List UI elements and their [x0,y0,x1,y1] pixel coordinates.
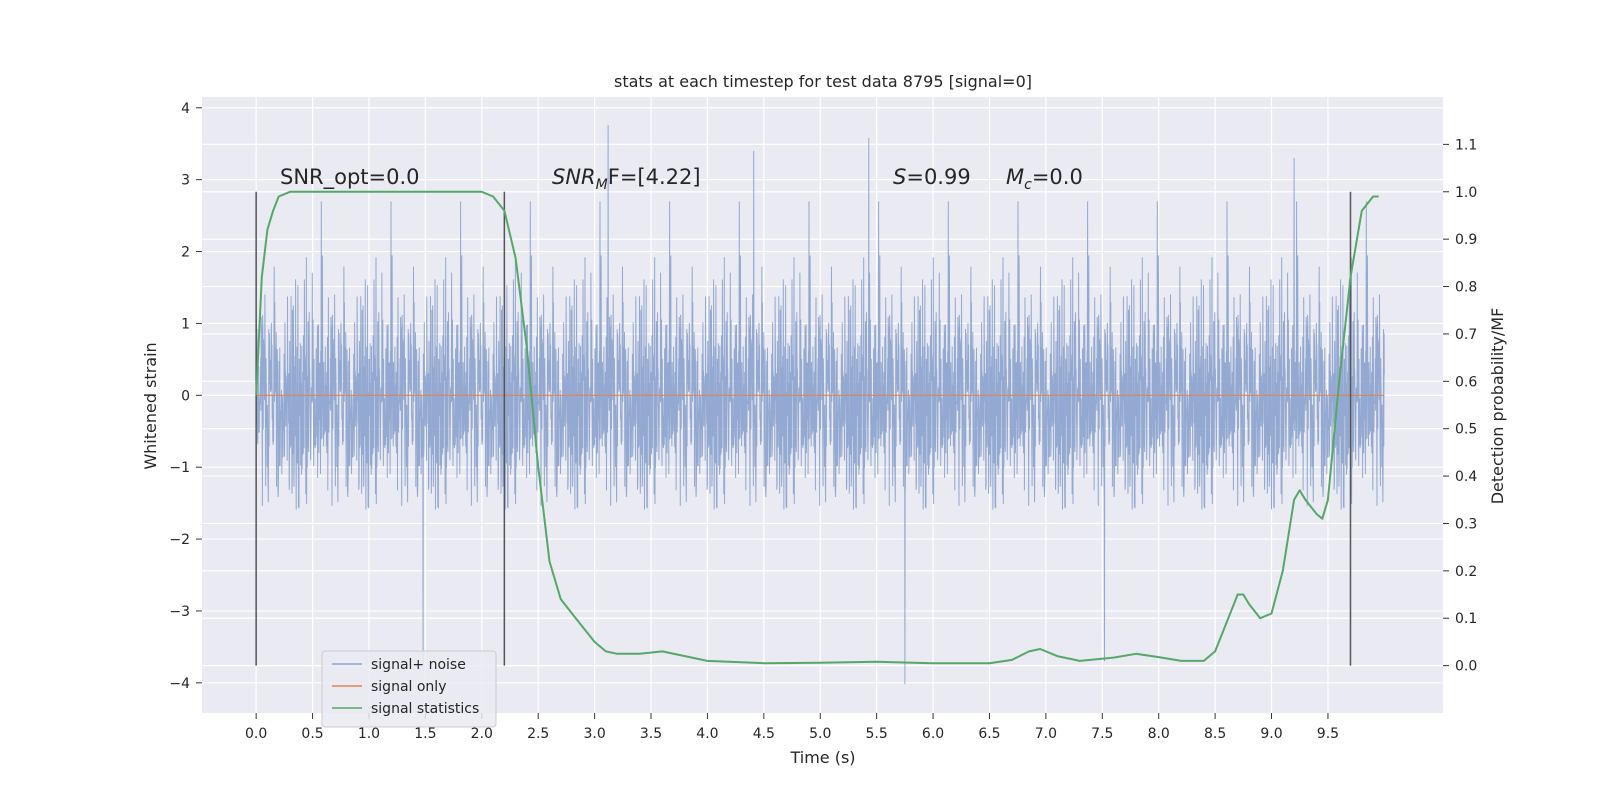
axes-layer: 0.0 0.5 1.0 1.5 2.0 2.5 3.0 3.5 4.0 4.5 5.0 5.5 6.0 6… [169,101,1477,742]
x-tick-label: 7.5 [1091,726,1113,742]
legend: signal+ noise signal only signal statist… [321,650,497,728]
x-tick-label: 3.0 [583,726,605,742]
annotation-snr-opt: SNR_opt=0.0 [280,165,420,190]
x-tick-label: 9.5 [1317,726,1339,742]
y-tick-label: 1 [181,316,190,332]
x-tick-label: 6.0 [922,726,944,742]
x-tick-label: 5.0 [809,726,831,742]
x-tick-label: 8.0 [1148,726,1170,742]
y2-tick-label: 0.4 [1455,469,1477,485]
x-tick-label: 1.5 [414,726,436,742]
annotation-mc-main: M [1006,165,1024,189]
y-tick-label: −1 [169,460,190,476]
x-tick-label: 2.0 [471,726,493,742]
noise-series [255,124,1385,685]
annotation-s-rest: =0.99 [906,165,970,189]
x-tick-label: 2.5 [527,726,549,742]
x-tick-label: 0.0 [245,726,267,742]
x-tick-label: 4.0 [696,726,718,742]
annotation-snr-mf: SNRMF=[4.22] [552,165,701,193]
legend-label-signal: signal only [371,679,446,695]
annotation-snr-mf-main: SNR [552,165,596,189]
y-tick-label: −2 [169,532,190,548]
signal-statistics-line [255,190,1379,665]
y2-tick-label: 1.0 [1455,185,1477,201]
y2-tick-label: 1.1 [1455,137,1477,153]
annotation-mc-sub: c [1024,177,1032,193]
legend-box [321,650,497,728]
x-tick-label: 6.5 [978,726,1000,742]
x-tick-label: 3.5 [640,726,662,742]
y2-tick-label: 0.9 [1455,232,1477,248]
y-tick-label: 4 [181,101,190,117]
vertical-markers [255,191,1352,666]
annotation-snr-mf-sub: M [596,177,608,193]
y-axis-label: Whitened strain [141,342,160,469]
x-tick-label: 8.5 [1204,726,1226,742]
y2-tick-label: 0.2 [1455,564,1477,580]
x-tick-label: 4.5 [753,726,775,742]
y2-tick-label: 0.1 [1455,611,1477,627]
y-tick-label: 2 [181,245,190,261]
x-tick-label: 9.0 [1260,726,1282,742]
y2-tick-label: 0.5 [1455,422,1477,438]
y2-tick-label: 0.7 [1455,327,1477,343]
x-tick-label: 5.5 [866,726,888,742]
legend-label-stats: signal statistics [371,701,479,717]
signal-statistics-series [255,190,1379,665]
annotation-snr-mf-rest: F=[4.22] [608,165,701,189]
legend-label-noise: signal+ noise [371,657,466,673]
y2-tick-label: 0.8 [1455,280,1477,296]
y-tick-label: −3 [169,604,190,620]
y2-axis-label: Detection probability/MF [1488,308,1507,505]
y-tick-label: 3 [181,173,190,189]
y2-tick-label: 0.3 [1455,516,1477,532]
x-axis-label: Time (s) [789,748,855,767]
annotation-s: S=0.99 [893,165,971,189]
annotation-mc-rest: =0.0 [1032,165,1083,189]
chart-title: stats at each timestep for test data 879… [614,72,1032,91]
signal-plus-noise-line [255,124,1385,685]
annotation-mc: Mc=0.0 [1006,165,1083,193]
y-tick-label: 0 [181,388,190,404]
y2-tick-label: 0.0 [1455,659,1477,675]
x-tick-label: 0.5 [301,726,323,742]
y2-tick-label: 0.6 [1455,374,1477,390]
annotation-s-main: S [893,165,906,189]
x-tick-label: 1.0 [358,726,380,742]
x-tick-label: 7.0 [1035,726,1057,742]
y-tick-label: −4 [169,676,190,692]
